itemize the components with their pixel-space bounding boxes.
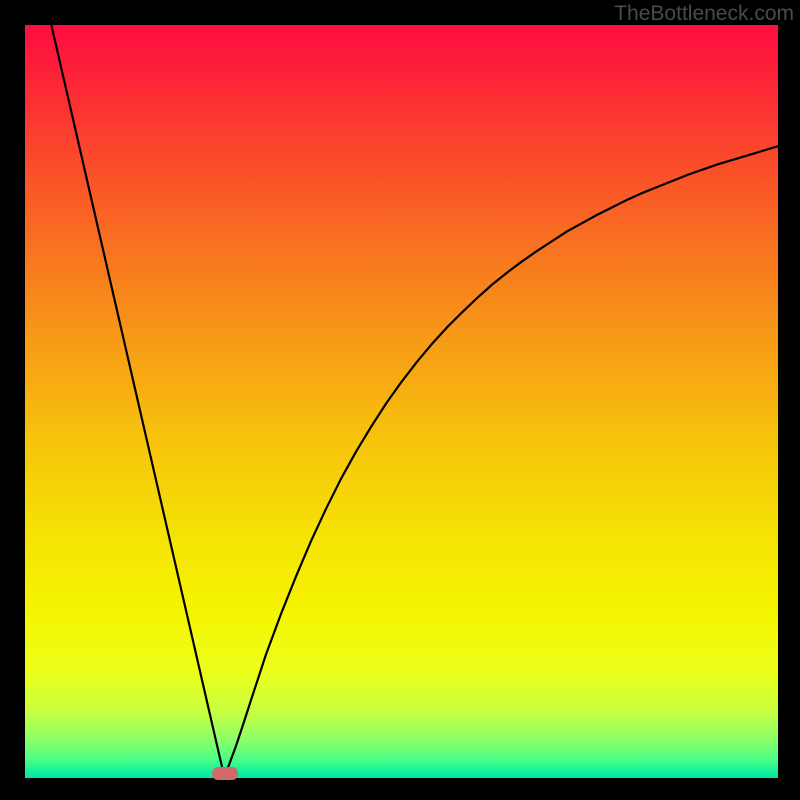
minimum-marker — [212, 767, 238, 780]
plot-area — [25, 25, 778, 778]
chart-container: TheBottleneck.com — [0, 0, 800, 800]
bottleneck-curve — [25, 25, 778, 778]
watermark-text: TheBottleneck.com — [614, 2, 794, 26]
